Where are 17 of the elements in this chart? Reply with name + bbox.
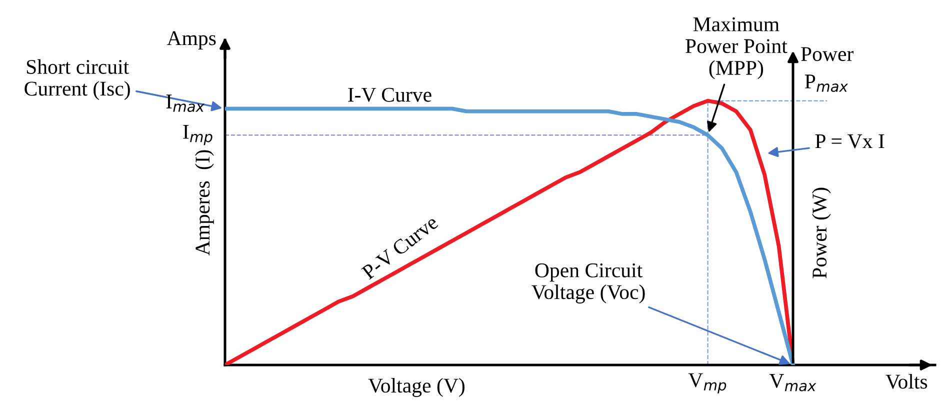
text: Power bbox=[801, 47, 854, 62]
text: I$_{max}$ bbox=[166, 94, 205, 112]
x-axis-title: Voltage (V) bbox=[368, 378, 464, 397]
x-tick-label: V$_{max}$ bbox=[769, 374, 816, 392]
text: Amps bbox=[166, 31, 216, 50]
ref-line-label: P$_{max}$ bbox=[804, 74, 848, 92]
annotation: Open Circuit Voltage (Voc) bbox=[532, 263, 645, 304]
text: P = Vx I bbox=[815, 134, 884, 148]
annotation: Maximum Power Point (MPP) bbox=[686, 17, 788, 80]
text: Short circuit Current (Isc) bbox=[24, 59, 130, 100]
text: Volts bbox=[886, 374, 928, 389]
y-axis-title: Amperes (I) bbox=[194, 150, 214, 256]
series-label: I-V Curve bbox=[348, 88, 432, 102]
text: P-V Curve bbox=[360, 214, 439, 280]
y2-axis-title: Power (W) bbox=[812, 188, 831, 278]
x-tick-label: V$_{mp}$ bbox=[688, 373, 726, 394]
ref-line-label: I$_{mp}$ bbox=[183, 125, 212, 146]
